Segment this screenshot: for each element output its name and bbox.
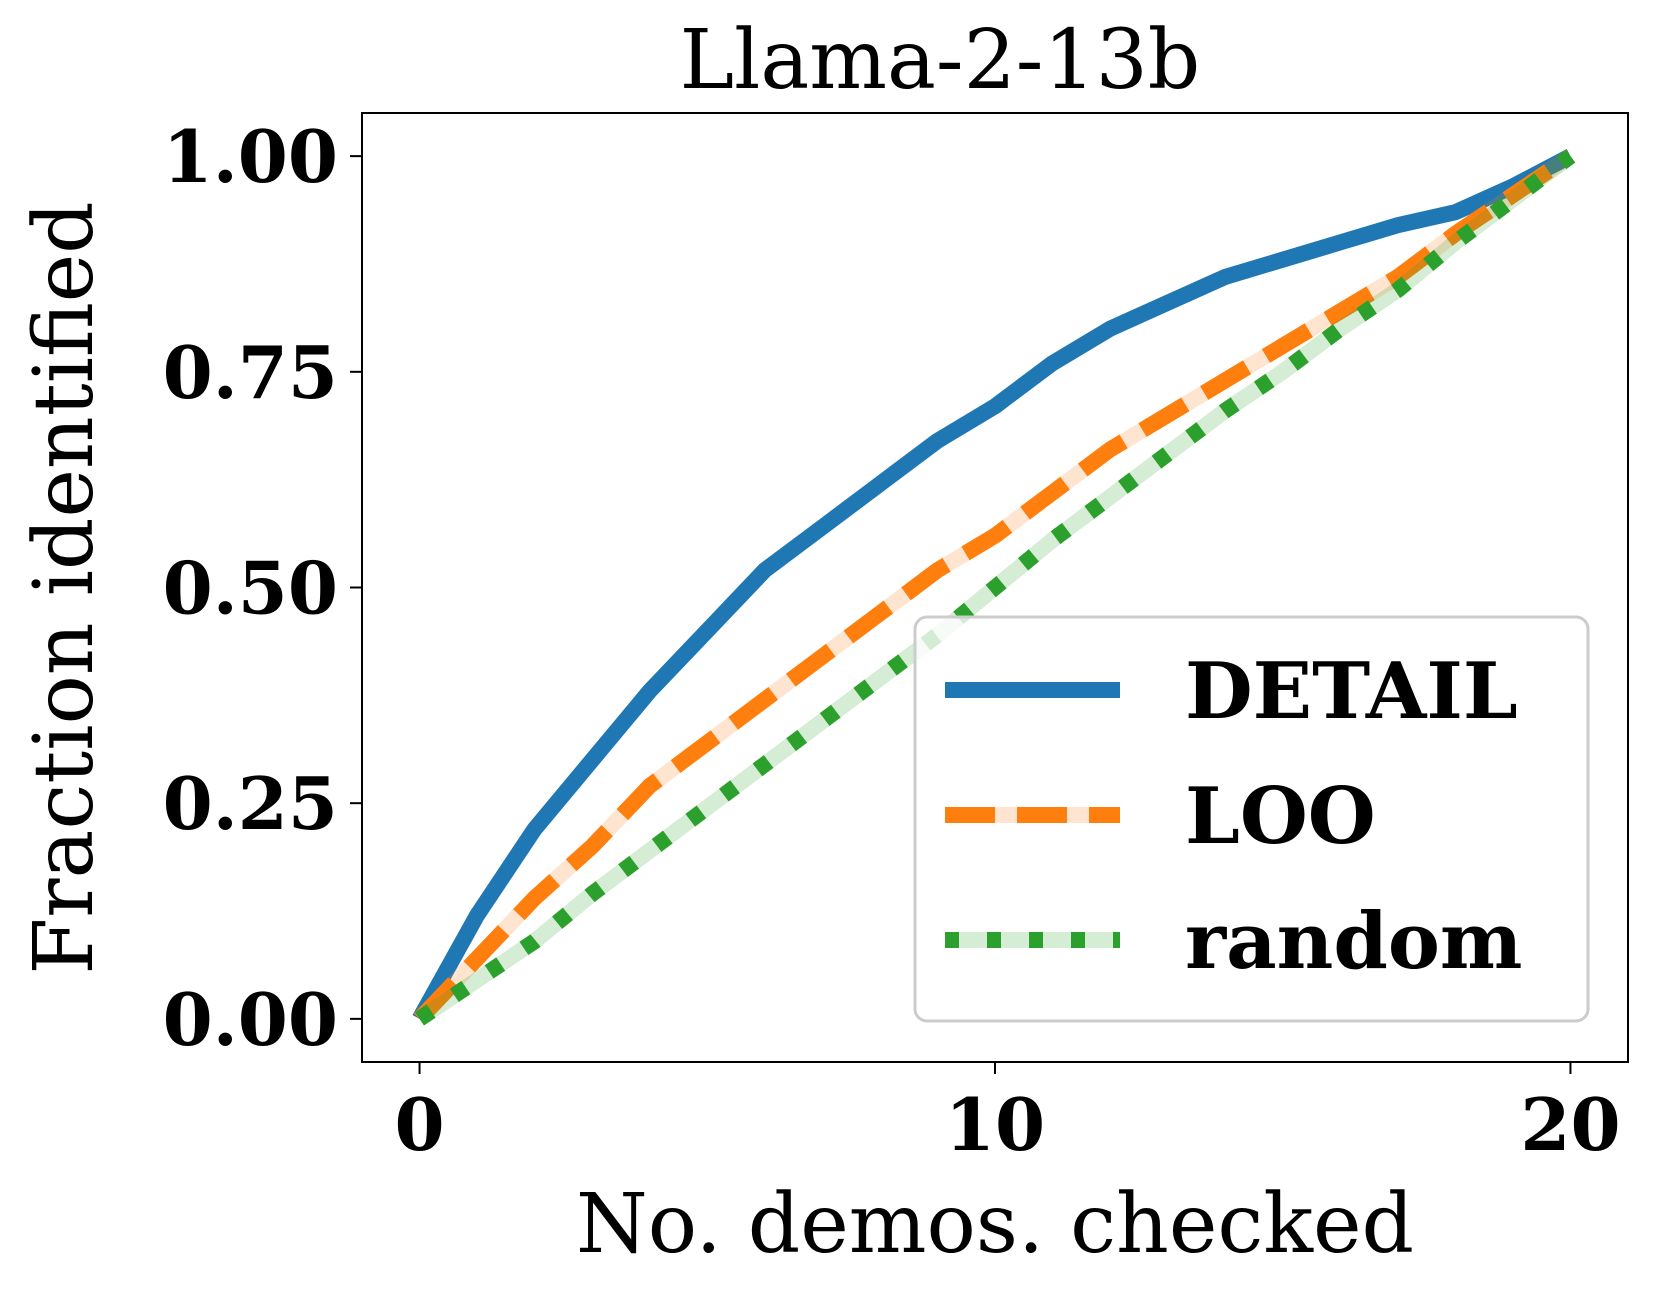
chart-title: Llama-2-13b [680, 13, 1201, 108]
y-tick-label: 0.50 [163, 546, 338, 631]
x-tick-label: 10 [945, 1082, 1045, 1167]
y-tick-label: 0.75 [163, 330, 338, 415]
series-loo-line [413, 149, 1575, 1025]
legend-label-loo: LOO [1185, 771, 1376, 862]
x-tick-label: 0 [394, 1082, 444, 1167]
y-axis-ticks: 0.00 0.25 0.50 0.75 1.00 [163, 114, 362, 1062]
x-axis-label: No. demos. checked [576, 1177, 1414, 1272]
plot-area [412, 149, 1576, 1026]
legend-frame [913, 615, 1590, 1023]
x-tick-label: 20 [1520, 1082, 1620, 1167]
y-tick-label: 0.00 [163, 977, 338, 1062]
chart-legend: DETAIL LOO random [913, 615, 1590, 1023]
series-detail-line [412, 149, 1575, 1023]
legend-label-detail: DETAIL [1185, 646, 1518, 737]
series-random-line [415, 149, 1576, 1026]
y-axis-label: Fraction identified [17, 201, 112, 974]
legend-label-random: random [1185, 896, 1522, 987]
x-axis-ticks: 0 10 20 [394, 1062, 1621, 1167]
y-tick-label: 0.25 [163, 761, 338, 846]
y-tick-label: 1.00 [163, 114, 338, 199]
